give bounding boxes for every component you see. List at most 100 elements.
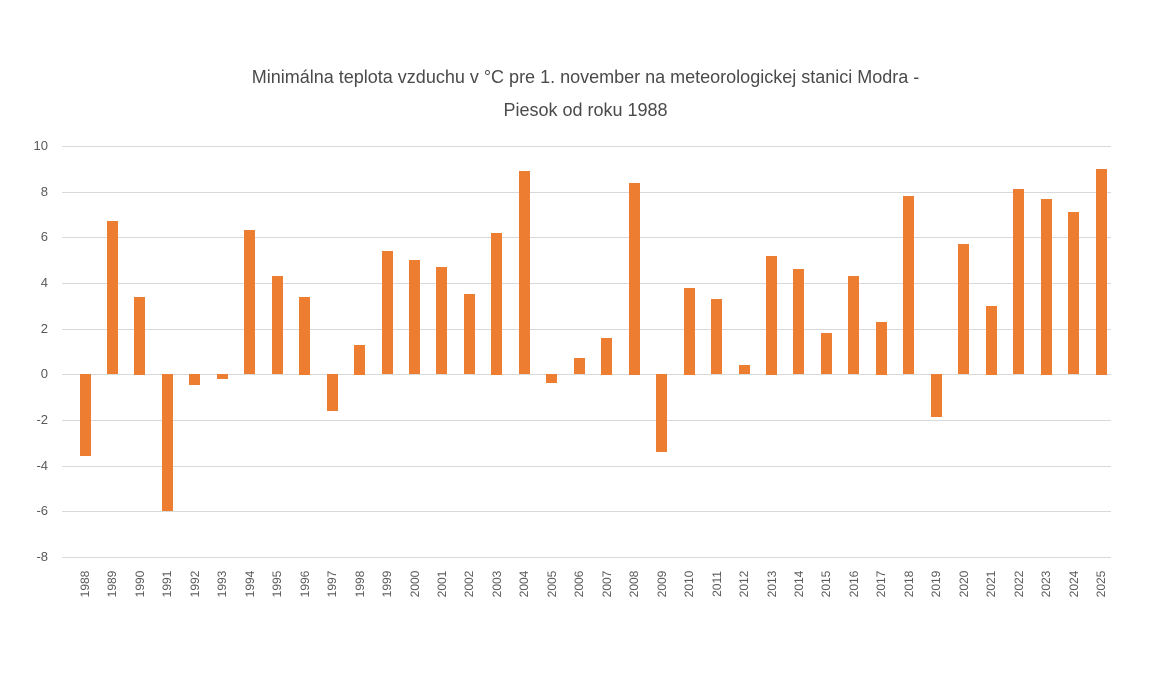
gridline — [62, 374, 1111, 375]
bar-2022 — [1013, 189, 1024, 374]
bar-1988 — [80, 374, 91, 456]
bar-2012 — [739, 365, 750, 374]
gridline — [62, 329, 1111, 330]
bar-1995 — [272, 276, 283, 374]
bar-2011 — [711, 299, 722, 374]
x-axis-tick-label: 2015 — [819, 570, 833, 598]
bar-1994 — [244, 230, 255, 374]
y-axis-tick-label: -2 — [36, 412, 48, 427]
x-axis-tick-label: 1996 — [298, 570, 312, 598]
x-axis-tick-label: 2024 — [1067, 570, 1081, 598]
x-axis-tick-label: 1989 — [105, 570, 119, 598]
x-axis-tick-label: 2020 — [957, 570, 971, 598]
x-axis-tick-label: 2001 — [435, 570, 449, 598]
x-axis-tick-label: 2009 — [655, 570, 669, 598]
gridline — [62, 237, 1111, 238]
bar-1992 — [189, 374, 200, 385]
bar-2013 — [766, 256, 777, 375]
bar-2025 — [1096, 169, 1107, 375]
chart-title: Minimálna teplota vzduchu v °C pre 1. no… — [0, 61, 1171, 127]
bar-1993 — [217, 374, 228, 379]
bar-2004 — [519, 171, 530, 374]
x-axis-tick-label: 2019 — [929, 570, 943, 598]
bar-2024 — [1068, 212, 1079, 374]
x-axis-tick-label: 1995 — [270, 570, 284, 598]
bar-2009 — [656, 374, 667, 452]
bar-2002 — [464, 294, 475, 374]
chart-title-line-2: Piesok od roku 1988 — [503, 100, 668, 120]
x-axis-tick-label: 2005 — [545, 570, 559, 598]
x-axis-tick-label: 2010 — [682, 570, 696, 598]
bar-2001 — [436, 267, 447, 374]
y-axis-tick-label: 2 — [40, 321, 48, 336]
bar-2021 — [986, 306, 997, 375]
bar-2016 — [848, 276, 859, 374]
bar-1999 — [382, 251, 393, 374]
gridline — [62, 466, 1111, 467]
bar-2020 — [958, 244, 969, 374]
x-axis-tick-label: 1994 — [243, 570, 257, 598]
y-axis-tick-label: 8 — [40, 184, 48, 199]
bar-2018 — [903, 196, 914, 374]
bar-2008 — [629, 183, 640, 375]
bar-2015 — [821, 333, 832, 374]
bar-2003 — [491, 233, 502, 375]
x-axis-tick-label: 1991 — [160, 570, 174, 598]
gridline — [62, 557, 1111, 558]
x-axis-tick-label: 1997 — [325, 570, 339, 598]
x-axis-tick-label: 2021 — [984, 570, 998, 598]
y-axis-tick-label: -4 — [36, 458, 48, 473]
bar-2023 — [1041, 199, 1052, 375]
x-axis-tick-label: 2012 — [737, 570, 751, 598]
gridline — [62, 146, 1111, 147]
y-axis-tick-label: -8 — [36, 549, 48, 564]
x-axis-tick-label: 2013 — [765, 570, 779, 598]
x-axis-tick-label: 2000 — [408, 570, 422, 598]
x-axis-tick-label: 2008 — [627, 570, 641, 598]
bar-2010 — [684, 288, 695, 375]
y-axis-tick-label: 4 — [40, 275, 48, 290]
x-axis-tick-label: 2007 — [600, 570, 614, 598]
bar-2000 — [409, 260, 420, 374]
gridline — [62, 283, 1111, 284]
y-axis-tick-label: 6 — [40, 229, 48, 244]
x-axis-tick-label: 2003 — [490, 570, 504, 598]
x-axis-tick-label: 2018 — [902, 570, 916, 598]
y-axis-tick-label: 10 — [33, 138, 48, 153]
x-axis-tick-label: 2025 — [1094, 570, 1108, 598]
bar-1997 — [327, 374, 338, 411]
chart-title-line-1: Minimálna teplota vzduchu v °C pre 1. no… — [251, 67, 920, 87]
gridline — [62, 420, 1111, 421]
x-axis-tick-label: 2006 — [572, 570, 586, 598]
gridline — [62, 192, 1111, 193]
bar-2007 — [601, 338, 612, 375]
x-axis-tick-label: 1988 — [78, 570, 92, 598]
x-axis-tick-label: 2022 — [1012, 570, 1026, 598]
x-axis-tick-label: 2023 — [1039, 570, 1053, 598]
x-axis-tick-label: 2004 — [517, 570, 531, 598]
bar-1998 — [354, 345, 365, 375]
x-axis-tick-label: 2002 — [462, 570, 476, 598]
x-axis-tick-label: 1999 — [380, 570, 394, 598]
x-axis-tick-label: 1990 — [133, 570, 147, 598]
bar-1989 — [107, 221, 118, 374]
x-axis-tick-label: 1998 — [353, 570, 367, 598]
bar-2006 — [574, 358, 585, 374]
bar-2014 — [793, 269, 804, 374]
bar-2005 — [546, 374, 557, 383]
x-axis-tick-label: 2011 — [710, 571, 724, 597]
bar-1990 — [134, 297, 145, 375]
x-axis-tick-label: 2014 — [792, 570, 806, 598]
bar-2019 — [931, 374, 942, 417]
gridline — [62, 511, 1111, 512]
x-axis-tick-label: 1992 — [188, 570, 202, 598]
y-axis-tick-label: -6 — [36, 503, 48, 518]
x-axis-tick-label: 2016 — [847, 570, 861, 598]
y-axis-tick-label: 0 — [40, 366, 48, 381]
bar-1996 — [299, 297, 310, 375]
x-axis-tick-label: 2017 — [874, 570, 888, 598]
bar-1991 — [162, 374, 173, 511]
x-axis-tick-label: 1993 — [215, 570, 229, 598]
bar-2017 — [876, 322, 887, 375]
